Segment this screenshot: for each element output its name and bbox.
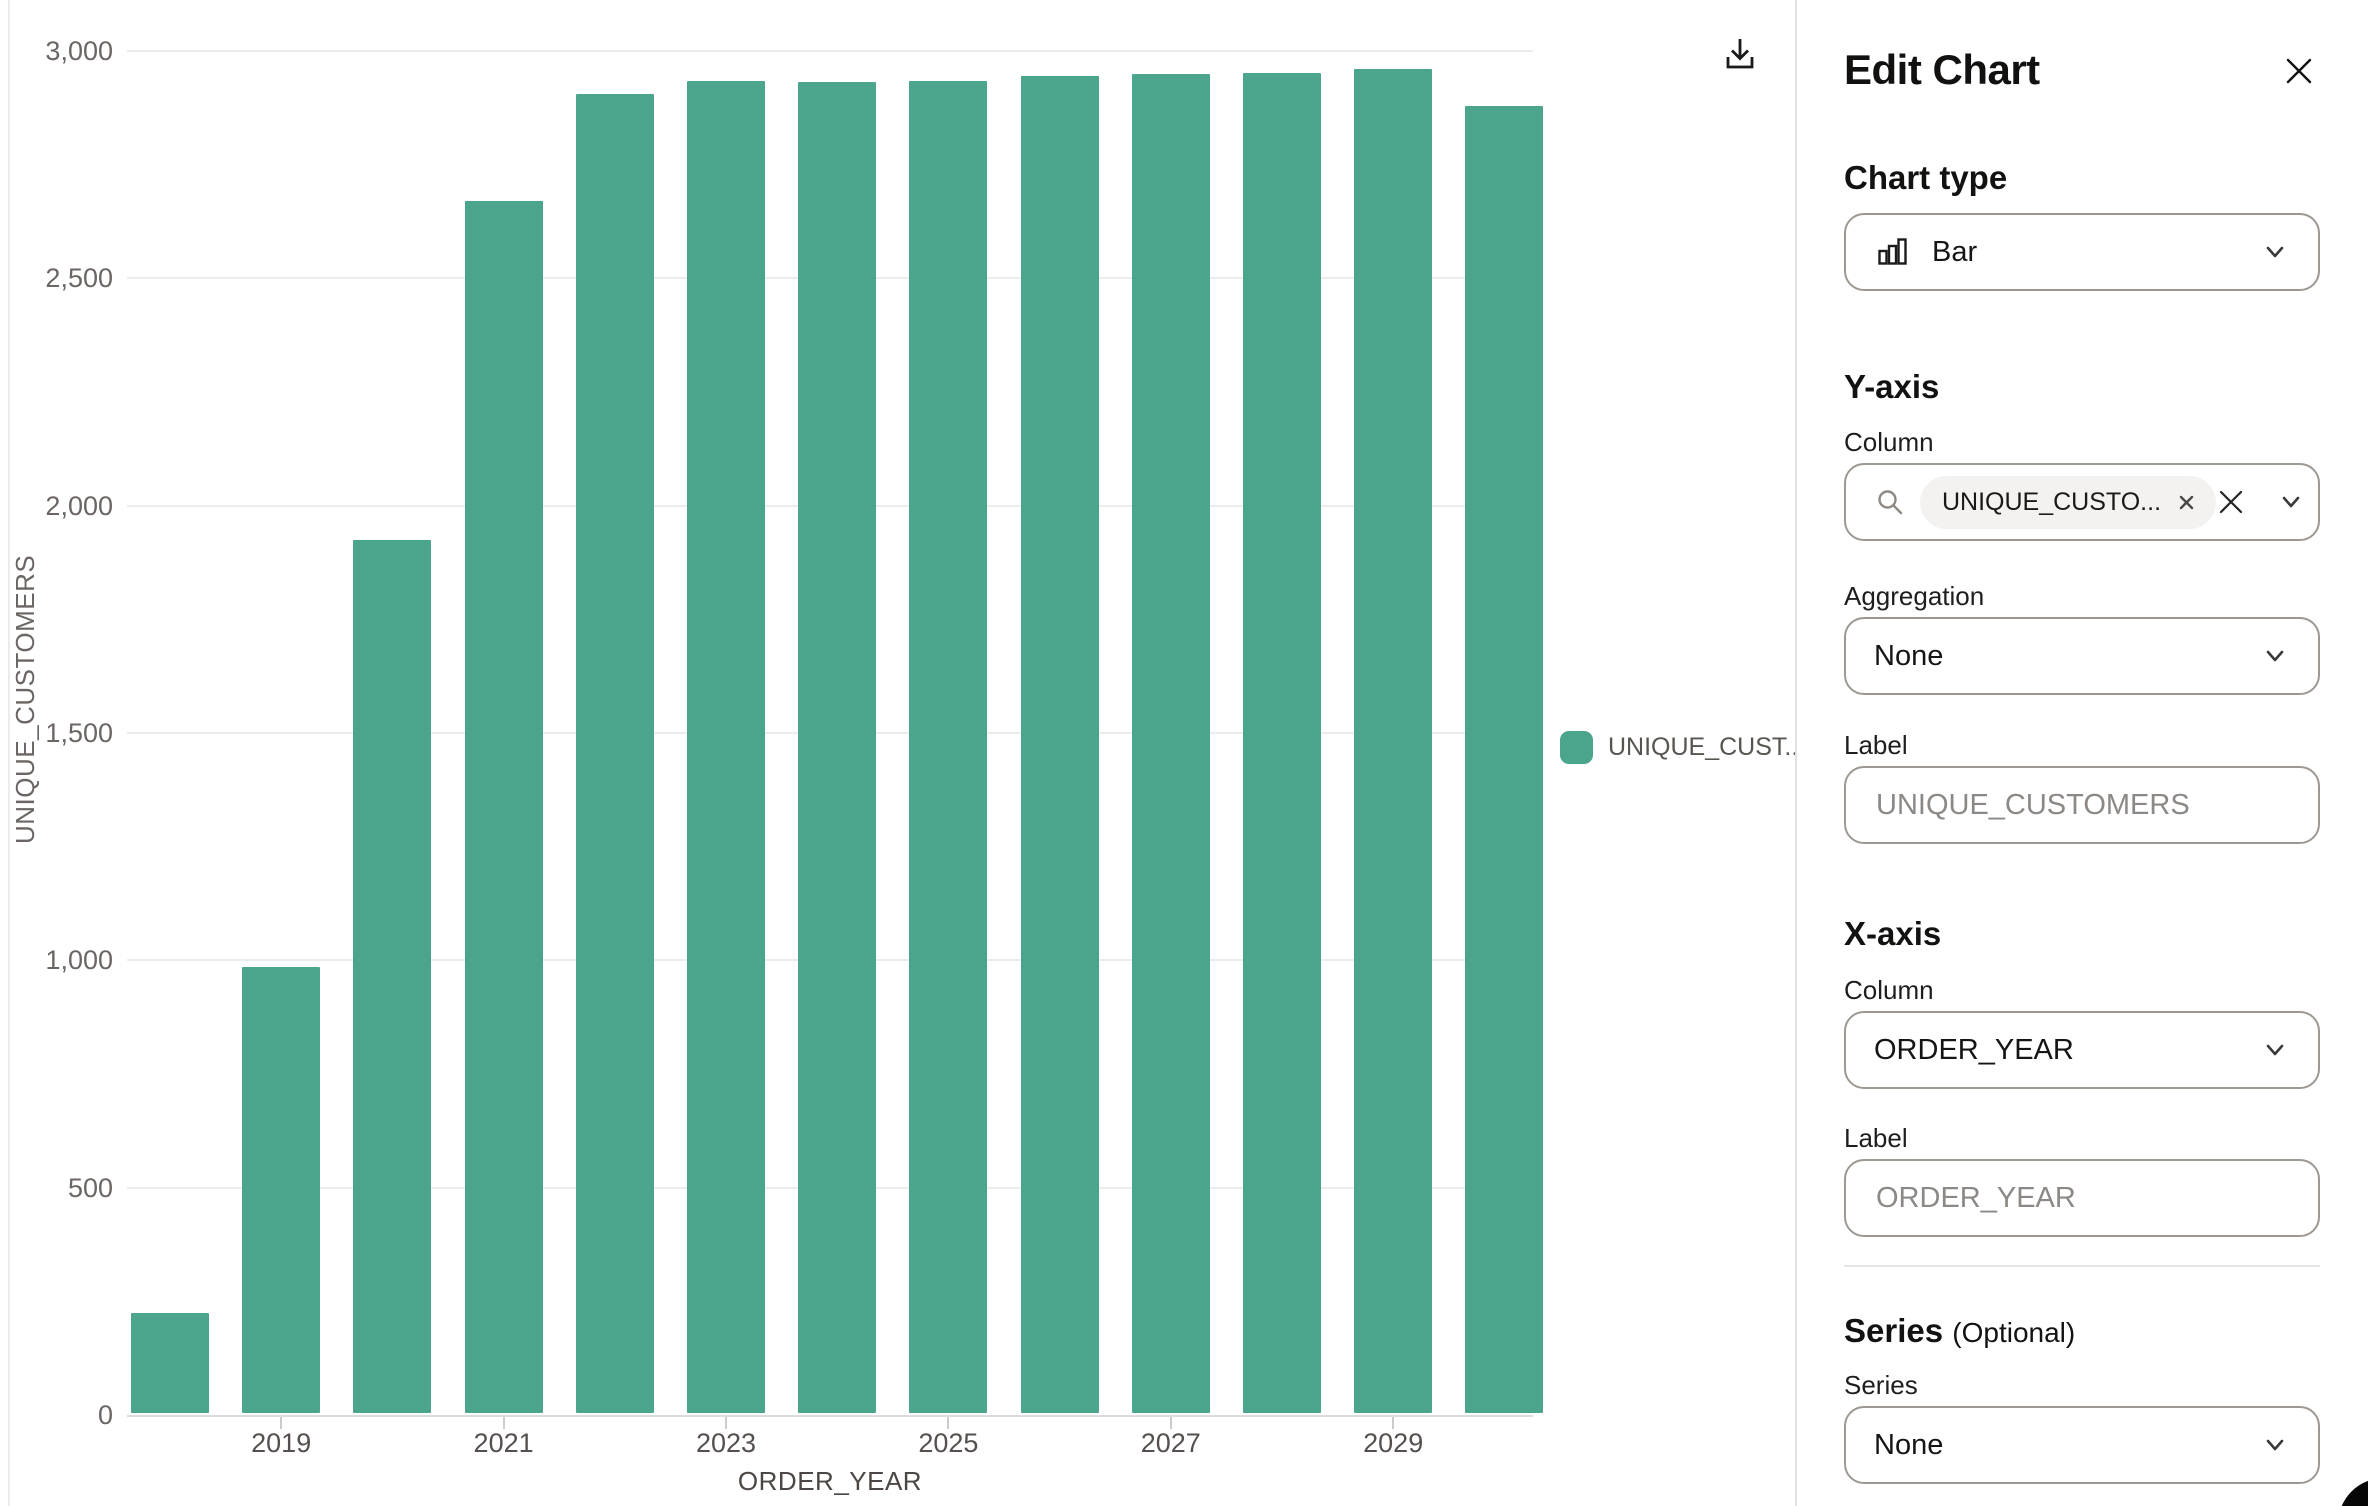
chart-type-value: Bar	[1932, 235, 1978, 268]
plot-area	[127, 50, 1544, 1417]
y-column-label: Column	[1844, 427, 1934, 457]
y-column-chip-label: UNIQUE_CUSTO...	[1942, 487, 2162, 516]
bar-2019	[242, 967, 321, 1413]
x-tick-label-2029: 2029	[1363, 1428, 1424, 1458]
x-label-input[interactable]	[1844, 1159, 2320, 1237]
panel-divider	[1795, 0, 1797, 1506]
close-icon	[2282, 54, 2316, 88]
x-tick-2029	[1392, 1417, 1395, 1429]
x-column-value: ORDER_YEAR	[1874, 1033, 2074, 1066]
x-column-select[interactable]: ORDER_YEAR	[1844, 1011, 2320, 1089]
chevron-down-icon	[2260, 1035, 2290, 1065]
close-panel-button[interactable]	[2278, 50, 2320, 92]
bar-2028	[1243, 72, 1321, 1413]
chart-type-select[interactable]: Bar	[1844, 213, 2320, 291]
y-column-chip: UNIQUE_CUSTO...	[1920, 475, 2217, 529]
gridline-3000	[127, 50, 1533, 52]
series-value: None	[1874, 1428, 1944, 1461]
chart-type-heading: Chart type	[1844, 159, 2008, 196]
chevron-down-icon	[2260, 641, 2290, 671]
y-tick-label-500: 500	[67, 1172, 113, 1203]
aggregation-select[interactable]: None	[1844, 617, 2320, 695]
legend-swatch	[1560, 731, 1593, 764]
bar-2027	[1131, 74, 1210, 1413]
bar-2020	[353, 540, 432, 1413]
bar-2018	[131, 1312, 209, 1413]
y-column-combobox[interactable]: UNIQUE_CUSTO...	[1844, 463, 2320, 541]
y-tick-label-2500: 2,500	[45, 263, 113, 294]
x-axis-heading: X-axis	[1844, 915, 1942, 952]
bar-2029	[1354, 69, 1433, 1413]
x-tick-label-2021: 2021	[473, 1428, 534, 1458]
clear-selection-icon[interactable]	[2216, 487, 2246, 517]
bar-chart-icon	[1874, 234, 1910, 270]
x-tick-label-2019: 2019	[251, 1428, 312, 1458]
bar-2021	[464, 201, 543, 1413]
x-tick-2027	[1169, 1417, 1172, 1429]
y-tick-label-0: 0	[97, 1400, 113, 1430]
x-axis-title: ORDER_YEAR	[737, 1466, 923, 1496]
search-icon	[1874, 486, 1906, 518]
y-label-label: Label	[1844, 730, 1908, 760]
x-tick-label-2027: 2027	[1140, 1428, 1201, 1458]
chevron-down-icon	[2260, 1430, 2290, 1460]
section-divider	[1844, 1265, 2320, 1267]
y-tick-label-1500: 1,500	[45, 718, 113, 748]
aggregation-label: Aggregation	[1844, 581, 1985, 611]
chart-region: UNIQUE_CUSTOMERS ORDER_YEAR UNIQUE_CUST.…	[8, 0, 1805, 1506]
x-tick-label-2025: 2025	[918, 1428, 979, 1458]
left-edge-divider	[8, 0, 10, 1506]
download-chart-button[interactable]	[1712, 26, 1768, 82]
bar-2025	[909, 80, 988, 1413]
x-tick-2021	[502, 1417, 505, 1429]
y-axis-heading: Y-axis	[1844, 368, 1940, 405]
aggregation-value: None	[1874, 639, 1944, 672]
panel-header: Edit Chart	[1844, 48, 2320, 92]
y-label-input[interactable]	[1844, 766, 2320, 844]
legend-label: UNIQUE_CUST...	[1608, 733, 1806, 761]
bar-2024	[798, 81, 877, 1413]
y-tick-label-3000: 3,000	[45, 36, 113, 66]
chevron-down-icon	[2260, 237, 2290, 267]
series-select[interactable]: None	[1844, 1406, 2320, 1484]
bar-2026	[1020, 76, 1099, 1413]
x-axis-line	[127, 1415, 1533, 1417]
series-heading-text: Series	[1844, 1312, 1944, 1349]
legend-item[interactable]: UNIQUE_CUST...	[1560, 731, 1805, 764]
x-tick-label-2023: 2023	[695, 1428, 757, 1458]
panel-title: Edit Chart	[1844, 46, 2040, 93]
x-tick-2025	[947, 1417, 950, 1429]
y-tick-label-1000: 1,000	[45, 945, 113, 976]
series-field-label: Series	[1844, 1370, 1918, 1400]
x-tick-2023	[725, 1417, 727, 1429]
x-tick-2019	[280, 1417, 283, 1429]
bar-2030	[1465, 105, 1544, 1413]
download-icon	[1720, 34, 1760, 74]
x-column-label: Column	[1844, 975, 1934, 1005]
chevron-down-icon	[2276, 487, 2306, 517]
chip-remove-icon[interactable]	[2177, 493, 2196, 512]
series-heading: Series (Optional)	[1844, 1313, 2320, 1351]
bar-2022	[575, 94, 654, 1413]
bar-2023	[687, 80, 765, 1413]
y-tick-label-2000: 2,000	[45, 490, 113, 521]
edit-chart-panel: Edit Chart Chart type Bar Y-	[1797, 0, 2368, 1506]
series-optional-text: (Optional)	[1952, 1317, 2076, 1348]
x-label-label: Label	[1844, 1123, 1908, 1153]
